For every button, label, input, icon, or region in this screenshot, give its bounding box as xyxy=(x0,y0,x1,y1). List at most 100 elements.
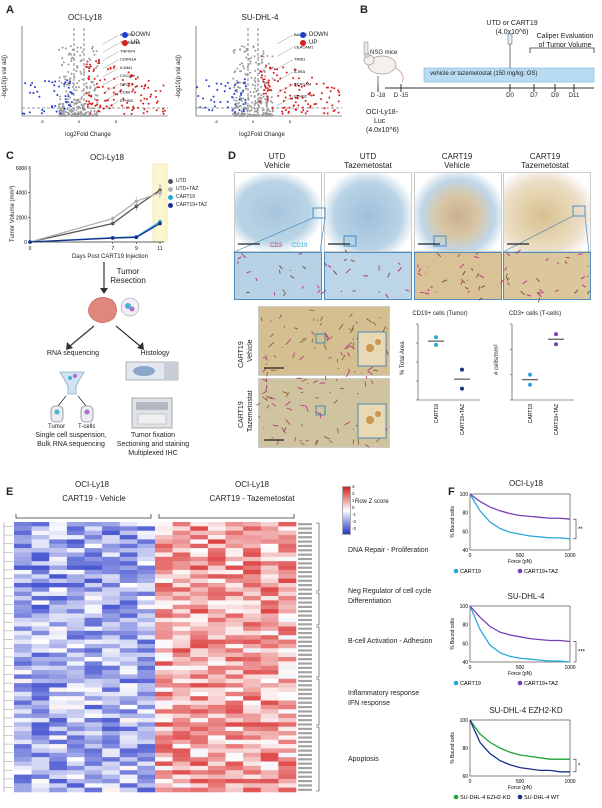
volcano-point xyxy=(84,111,87,114)
gene-label-glyph xyxy=(298,727,312,730)
volcano-point xyxy=(244,83,247,86)
volcano-point xyxy=(264,98,267,101)
heatmap-cell xyxy=(278,613,297,619)
volcano-point xyxy=(262,92,265,95)
volcano-point xyxy=(270,114,273,117)
volcano-point xyxy=(105,105,108,108)
volcano-point xyxy=(239,114,242,117)
gene-label-glyph xyxy=(298,679,312,683)
heatmap-cell xyxy=(14,674,32,680)
heatmap-cell xyxy=(31,700,50,706)
heatmap-cell xyxy=(190,670,209,675)
heatmap-cell xyxy=(119,691,138,697)
heatmap-cell xyxy=(278,648,297,653)
volcano-point xyxy=(155,101,158,104)
sig-label: * xyxy=(578,764,581,770)
tumor-icon xyxy=(88,297,117,323)
heatmap-cell xyxy=(119,665,138,671)
volcano-point xyxy=(61,102,64,105)
day-m18: D -18 xyxy=(370,93,386,99)
gene-label-glyph xyxy=(298,775,312,778)
heatmap-cell xyxy=(66,696,85,701)
heatmap-cell xyxy=(119,626,138,632)
heatmap-cell xyxy=(66,726,85,732)
heatmap-cell xyxy=(49,561,68,566)
heatmap-cell xyxy=(84,657,103,662)
heatmap-cell xyxy=(260,565,279,571)
gene-label-glyph xyxy=(298,553,312,556)
force-xtick-label: 1000 xyxy=(564,779,575,785)
stain-mark xyxy=(397,267,402,272)
tumor-tube-label: Tumor xyxy=(48,424,66,430)
heatmap-cell xyxy=(66,565,85,571)
heatmap-cell xyxy=(278,626,297,632)
volcano-point xyxy=(76,101,79,104)
stain-mark xyxy=(462,270,466,276)
heatmap-cell xyxy=(207,774,226,780)
heatmap-cell xyxy=(260,574,279,579)
heatmap-cell xyxy=(172,643,191,649)
heatmap-cell xyxy=(137,569,156,575)
inset-cell xyxy=(375,339,381,345)
heatmap-cell xyxy=(66,748,85,754)
heatmap-cell xyxy=(155,552,173,558)
heatmap-cell xyxy=(102,613,121,619)
volcano-gene-label: CEACAM xyxy=(294,81,311,86)
growth-point xyxy=(134,199,139,204)
volcano-point xyxy=(254,77,257,80)
volcano-point xyxy=(127,82,130,85)
volcano-point xyxy=(162,107,165,110)
stain-mark xyxy=(266,372,268,377)
heatmap-cell xyxy=(260,722,279,727)
heatmap-cell xyxy=(260,622,279,627)
volcano-point xyxy=(131,109,134,112)
stain-mark xyxy=(382,325,387,333)
volcano-point xyxy=(85,92,88,95)
gene-label-glyph xyxy=(298,579,312,582)
volcano-point xyxy=(264,82,267,85)
heatmap-cell xyxy=(278,726,297,732)
zscore-tick-1: 1 xyxy=(352,498,355,503)
volcano-point xyxy=(127,84,130,87)
roi-connector xyxy=(502,215,574,253)
volcano-point xyxy=(63,107,66,110)
heatmap-cell xyxy=(172,543,191,549)
heatmap-cell xyxy=(260,674,279,680)
heatmap-cell xyxy=(66,744,85,749)
volcano-point xyxy=(238,105,241,108)
heatmap-cell xyxy=(31,674,50,680)
heatmap-cell xyxy=(207,574,226,579)
heatmap-cell xyxy=(31,522,50,527)
heatmap-cell xyxy=(137,548,156,553)
volcano-point xyxy=(92,107,95,110)
heatmap-cell xyxy=(31,765,50,771)
volcano-point xyxy=(260,93,263,96)
volcano-point xyxy=(131,74,134,77)
stain-mark xyxy=(436,252,442,258)
heatmap-cell xyxy=(49,569,68,575)
heatmap-cell xyxy=(84,582,103,588)
volcano-point xyxy=(88,75,91,78)
dot-plots: CART19 CART19+TAZ CART19 CART19+TAZ xyxy=(416,323,574,435)
heatmap-cell xyxy=(278,778,297,784)
heatmap-cell xyxy=(102,578,121,584)
heatmap-cell xyxy=(31,752,50,758)
volcano-point xyxy=(238,86,241,89)
force-legend-label: CART19+TAZ xyxy=(524,681,559,687)
heatmap-right-group: CART19 - Tazemetostat xyxy=(209,494,295,503)
heatmap-cell xyxy=(190,739,209,745)
zscore-tick-0: 0 xyxy=(352,505,355,510)
heatmap-cell xyxy=(243,731,262,736)
heatmap-cell xyxy=(49,683,68,688)
volcano-point xyxy=(330,86,333,89)
volcano-point xyxy=(244,98,247,101)
heatmap-cell xyxy=(155,783,173,788)
inset-box xyxy=(315,405,326,416)
category-bracket xyxy=(316,626,320,678)
heatmap-cell xyxy=(119,709,138,714)
heatmap-cell xyxy=(172,626,191,632)
heatmap-cell xyxy=(243,713,262,719)
volcano-point xyxy=(257,114,260,117)
heatmap-cell xyxy=(84,556,103,562)
volcano-point xyxy=(260,113,263,116)
